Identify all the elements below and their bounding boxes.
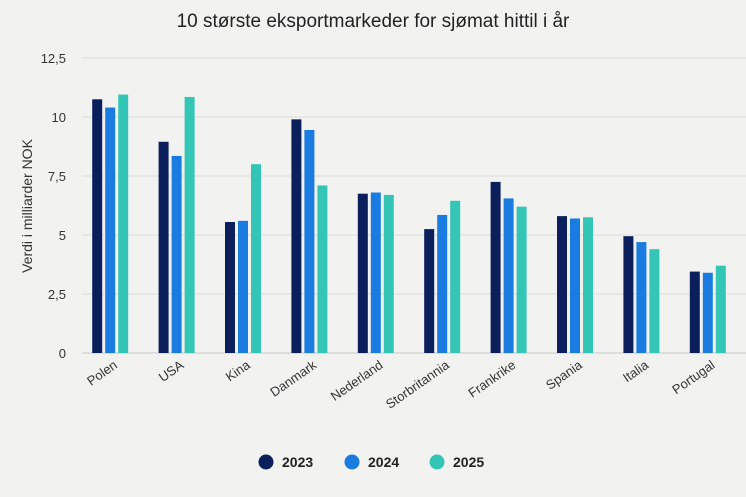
bar-2023-polen — [92, 99, 103, 353]
bar-2023-frankrike — [490, 181, 501, 353]
x-tick-label: Danmark — [267, 357, 319, 400]
legend: 2023 2024 2025 — [258, 454, 484, 470]
x-tick-label: Italia — [620, 357, 652, 385]
x-tick-label: Frankrike — [465, 357, 518, 400]
bar-2024-kina — [238, 220, 248, 353]
bar-2024-usa — [171, 155, 182, 353]
bar-2024-italia — [636, 242, 647, 353]
bar-2025-frankrike — [516, 206, 527, 353]
bar-2023-italia — [623, 236, 634, 353]
legend-marker-2023 — [258, 454, 274, 470]
bar-2023-storbritannia — [424, 229, 435, 353]
bar-2025-spania — [583, 217, 593, 353]
x-tick-label: Nederland — [328, 357, 386, 404]
bar-2023-usa — [158, 141, 169, 353]
legend-label: 2023 — [282, 454, 313, 470]
bar-2023-nederland — [357, 193, 368, 353]
bars — [92, 94, 726, 353]
legend-marker-2024 — [344, 454, 360, 470]
x-tick-label: Kina — [223, 357, 254, 385]
y-tick-label: 5 — [59, 228, 66, 243]
bar-2025-nederland — [383, 194, 394, 353]
x-tick-label: Spania — [543, 357, 585, 393]
x-axis-ticks: Polen USA Kina Danmark NederlandStorbritanni… — [84, 357, 718, 412]
bar-2023-kina — [225, 222, 235, 353]
bar-2024-spania — [570, 218, 580, 353]
bar-2025-usa — [184, 96, 195, 353]
legend-marker-2025 — [429, 454, 445, 470]
bar-2024-portugal — [702, 272, 713, 353]
y-tick-label: 10 — [52, 110, 66, 125]
bar-2025-danmark — [317, 185, 328, 353]
bar-2023-portugal — [689, 271, 700, 353]
bar-2025-italia — [649, 249, 660, 353]
bar-2024-danmark — [304, 129, 315, 353]
bar-2024-polen — [105, 107, 116, 353]
bar-2025-kina — [251, 164, 261, 353]
bar-2025-storbritannia — [450, 200, 461, 353]
bar-2024-storbritannia — [437, 214, 448, 353]
x-tick-label: Storbritannia — [383, 357, 453, 412]
y-tick-label: 7,5 — [48, 169, 66, 184]
bar-2023-spania — [557, 216, 567, 353]
bar-2024-frankrike — [503, 198, 514, 353]
bar-2023-danmark — [291, 119, 302, 353]
bar-2025-portugal — [715, 265, 726, 353]
y-tick-label: 12,5 — [41, 51, 66, 66]
y-axis-label: Verdi i milliarder NOK — [19, 138, 35, 272]
y-tick-label: 0 — [59, 346, 66, 361]
bar-2024-nederland — [370, 192, 381, 353]
y-tick-label: 2,5 — [48, 287, 66, 302]
chart-title: 10 største eksportmarkeder for sjømat hi… — [177, 11, 570, 32]
x-tick-label: Portugal — [669, 357, 717, 397]
y-axis-ticks: 0 2,5 5 7,5 10 12,5 — [41, 51, 66, 361]
bar-2025-polen — [118, 94, 129, 353]
legend-label: 2025 — [453, 454, 484, 470]
x-tick-label: USA — [156, 357, 187, 385]
legend-label: 2024 — [368, 454, 399, 470]
x-tick-label: Polen — [84, 357, 120, 388]
